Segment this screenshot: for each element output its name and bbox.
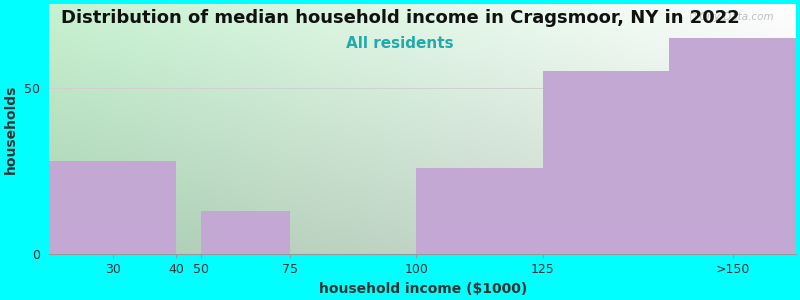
Bar — [202, 211, 290, 254]
Text: All residents: All residents — [346, 36, 454, 51]
Text: Ⓢ City-Data.com: Ⓢ City-Data.com — [690, 12, 774, 22]
Bar — [670, 38, 796, 254]
Bar — [543, 71, 670, 254]
Y-axis label: households: households — [4, 85, 18, 174]
Bar — [416, 168, 543, 254]
Text: Distribution of median household income in Cragsmoor, NY in 2022: Distribution of median household income … — [61, 9, 739, 27]
Bar — [50, 161, 176, 254]
X-axis label: household income ($1000): household income ($1000) — [318, 282, 526, 296]
